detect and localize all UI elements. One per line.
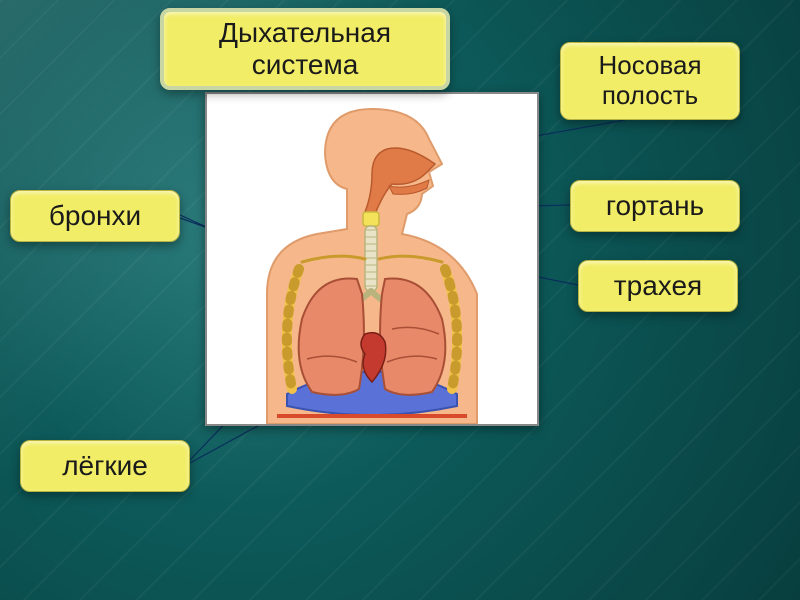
slide-stage: Дыхательная система Носовая полость горта… xyxy=(0,0,800,600)
title-text: Дыхательная система xyxy=(219,17,391,81)
label-nasal: Носовая полость xyxy=(560,42,740,120)
anatomy-diagram xyxy=(207,94,537,424)
label-bronchi-text: бронхи xyxy=(49,200,141,232)
label-trachea: трахея xyxy=(578,260,738,312)
anatomy-diagram-frame xyxy=(205,92,539,426)
title-label: Дыхательная система xyxy=(160,8,450,90)
label-larynx-text: гортань xyxy=(606,190,704,222)
label-nasal-text: Носовая полость xyxy=(598,51,701,111)
label-lungs: лёгкие xyxy=(20,440,190,492)
label-larynx: гортань xyxy=(570,180,740,232)
label-bronchi: бронхи xyxy=(10,190,180,242)
label-lungs-text: лёгкие xyxy=(62,450,148,482)
label-trachea-text: трахея xyxy=(614,270,702,302)
